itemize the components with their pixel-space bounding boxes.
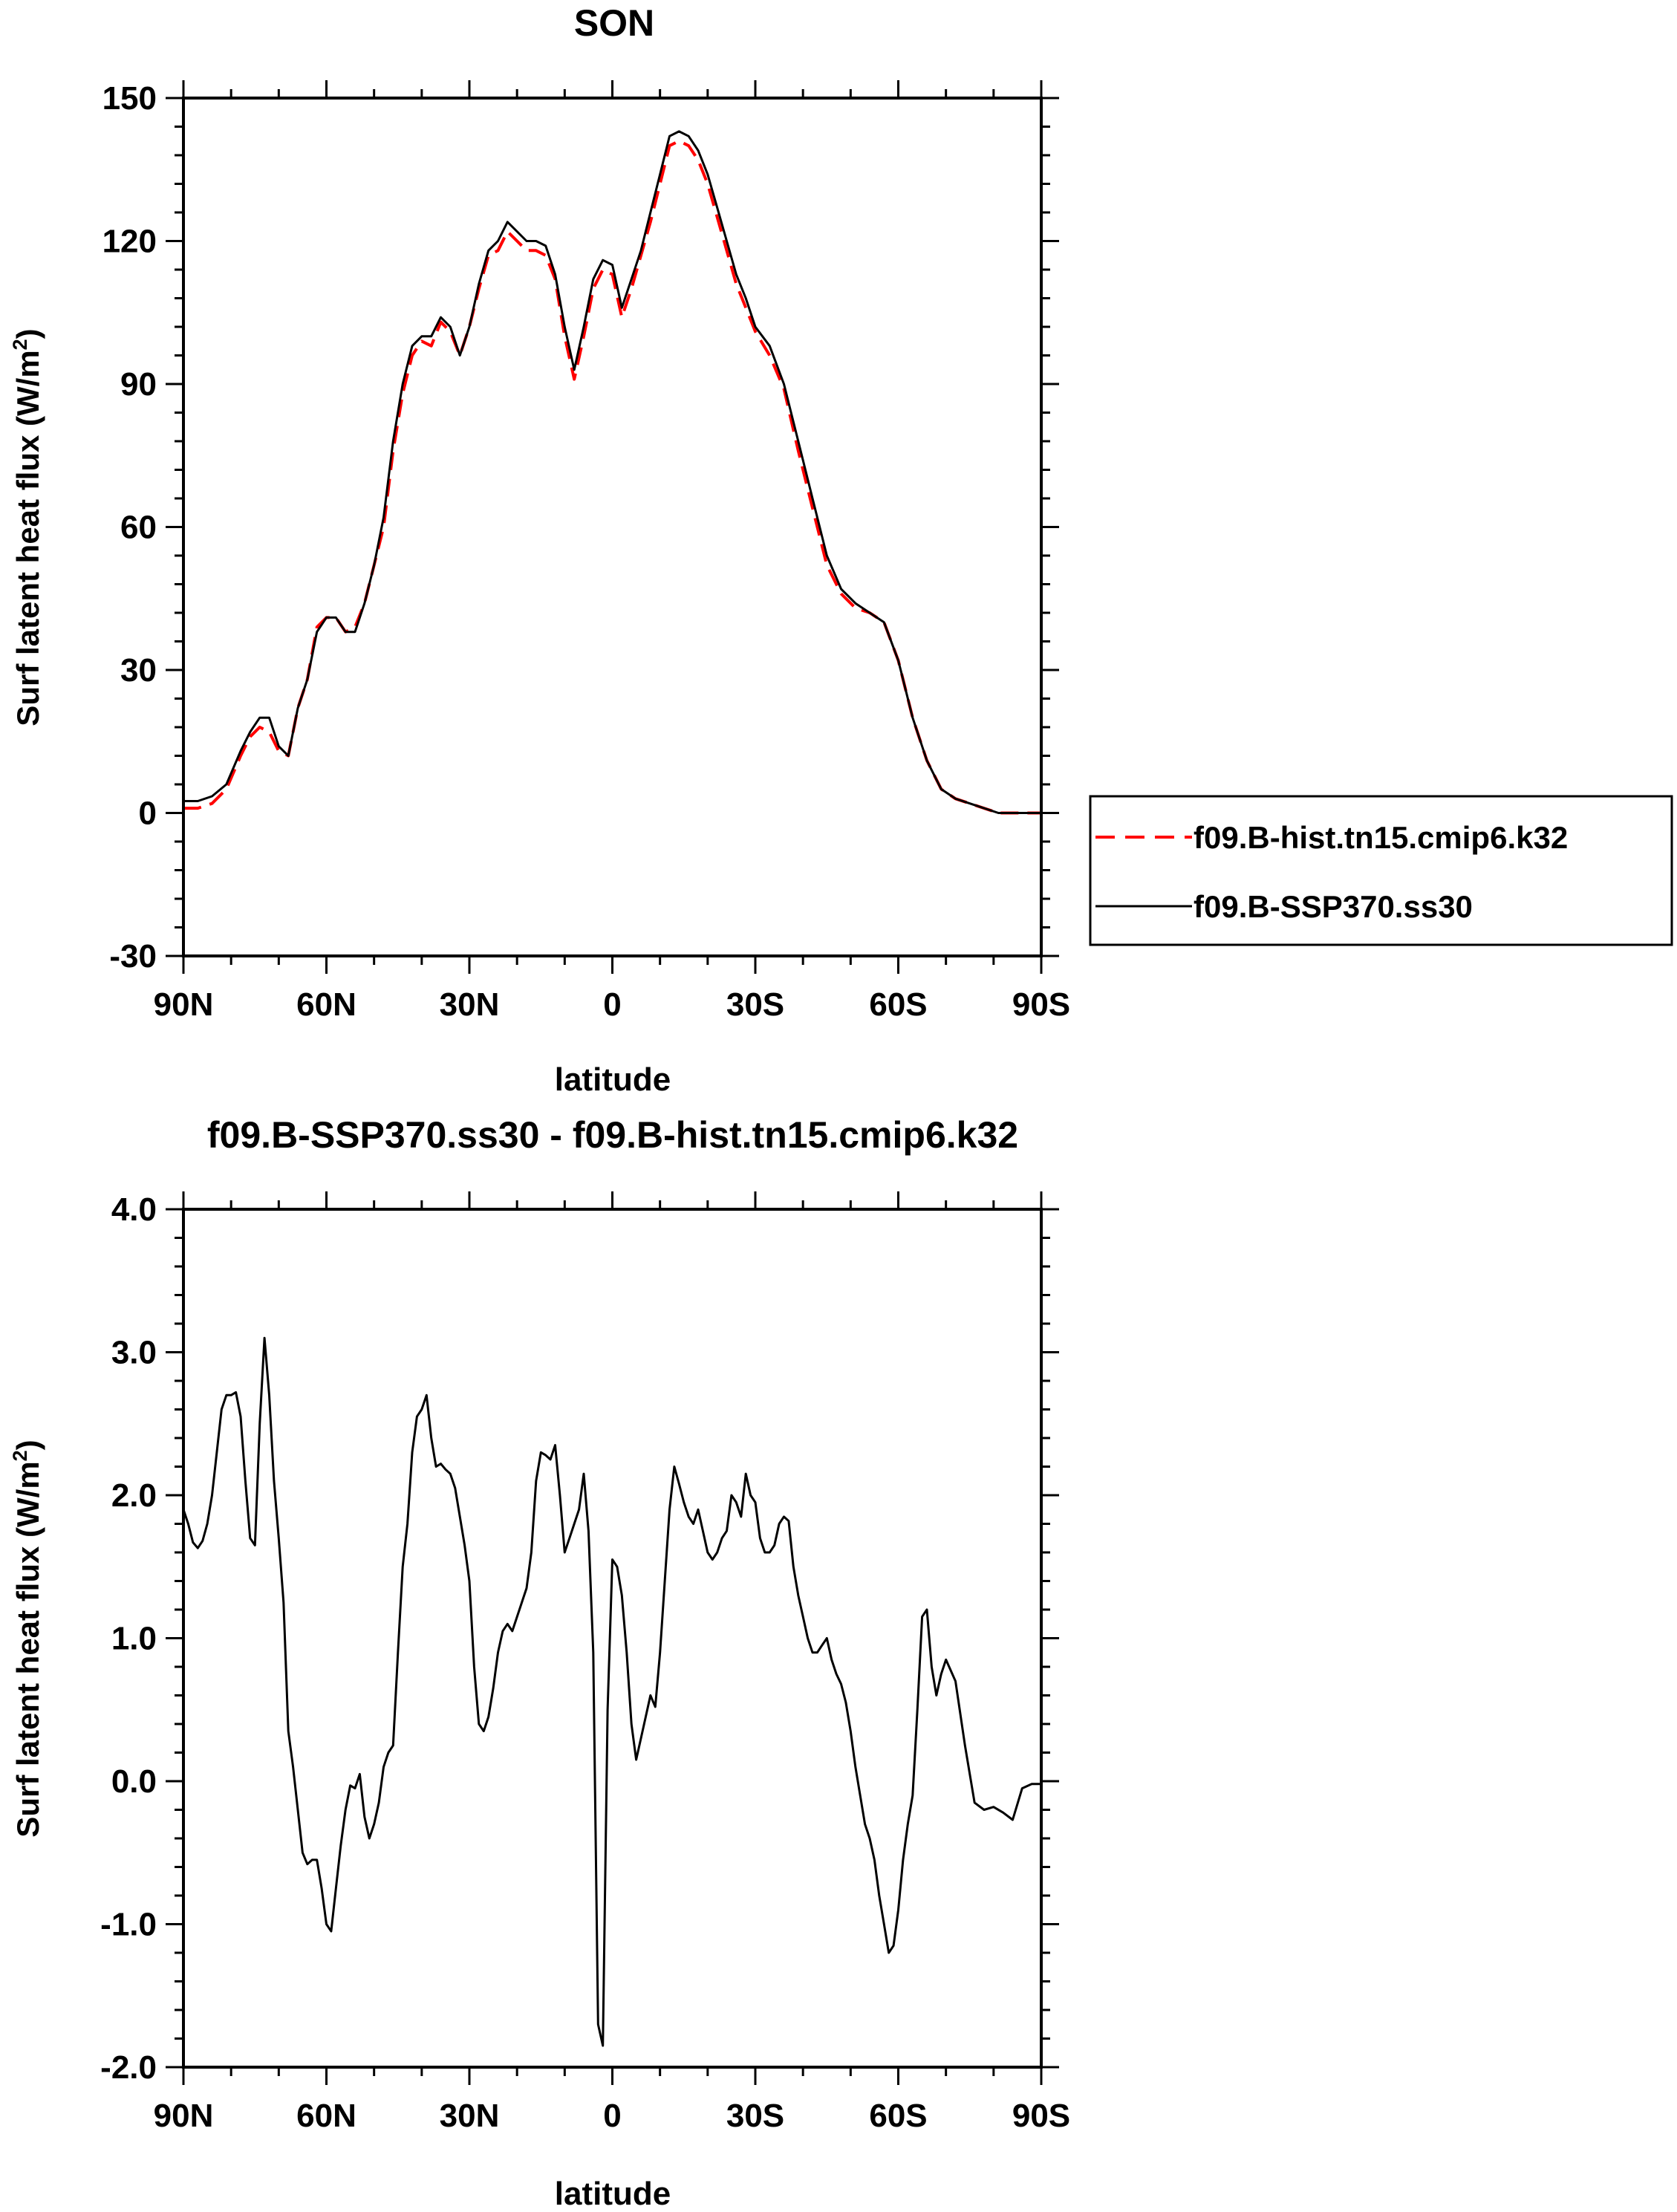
x-axis-label: latitude <box>555 1061 671 1098</box>
plot-frame <box>182 1208 1043 2069</box>
y-tick-labels: -2.0 -1.0 0.0 1.0 2.0 3.0 4.0 <box>100 1191 157 2086</box>
legend-label-hist: f09.B-hist.tn15.cmip6.k32 <box>1194 820 1568 855</box>
y-tick-label: 3.0 <box>111 1335 157 1371</box>
tick-marks <box>166 80 1059 974</box>
x-tick-label: 30S <box>726 986 784 1023</box>
x-tick-label: 60S <box>869 986 927 1023</box>
tick-marks <box>166 1191 1059 2085</box>
x-tick-labels: 90N 60N 30N 0 30S 60S 90S <box>154 986 1071 1023</box>
chart-title: f09.B-SSP370.ss30 - f09.B-hist.tn15.cmip… <box>207 1114 1018 1156</box>
series-lines <box>182 1336 1041 2047</box>
y-tick-label: 1.0 <box>111 1621 157 1657</box>
y-tick-label: 150 <box>102 80 157 117</box>
y-tick-label: -30 <box>109 938 157 975</box>
series-line-f09-b-ssp370-ss30 <box>183 130 1041 814</box>
y-tick-label: 0.0 <box>111 1763 157 1800</box>
plot-frame <box>182 97 1043 957</box>
y-tick-label: 0 <box>139 796 157 832</box>
x-tick-label: 30N <box>440 986 500 1023</box>
x-tick-label: 30N <box>440 2098 500 2134</box>
y-tick-label: -1.0 <box>100 1907 157 1943</box>
x-tick-label: 90S <box>1012 986 1070 1023</box>
x-tick-label: 0 <box>603 2098 621 2134</box>
x-tick-label: 0 <box>603 986 621 1023</box>
x-tick-label: 60N <box>296 986 356 1023</box>
legend-label-ssp370: f09.B-SSP370.ss30 <box>1194 889 1473 924</box>
y-tick-label: 4.0 <box>111 1191 157 1228</box>
x-tick-label: 60S <box>869 2098 927 2134</box>
series-lines <box>183 130 1041 815</box>
panel-top: SON 90N 60N 30N 0 30S 60S 90S -30 0 30 60 90 120 150… <box>9 2 1673 1098</box>
x-tick-labels: 90N 60N 30N 0 30S 60S 90S <box>154 2098 1071 2134</box>
x-tick-label: 60N <box>296 2098 356 2134</box>
y-tick-label: 60 <box>120 510 157 546</box>
y-tick-labels: -30 0 30 60 90 120 150 <box>102 80 157 975</box>
x-tick-label: 90S <box>1012 2098 1070 2134</box>
y-tick-label: 2.0 <box>111 1477 157 1514</box>
y-tick-label: -2.0 <box>100 2049 157 2086</box>
x-axis-label: latitude <box>555 2176 671 2212</box>
legend: f09.B-hist.tn15.cmip6.k32 f09.B-SSP370.s… <box>1089 795 1673 946</box>
y-axis-label: Surf latent heat flux (W/m2) <box>9 1440 45 1837</box>
x-tick-label: 30S <box>726 2098 784 2134</box>
y-tick-label: 30 <box>120 652 157 689</box>
chart-title: SON <box>574 2 654 44</box>
y-tick-label: 90 <box>120 366 157 403</box>
series-line-f09-b-hist-tn15-cmip6-k32 <box>183 139 1041 815</box>
panel-bottom: f09.B-SSP370.ss30 - f09.B-hist.tn15.cmip… <box>9 1114 1070 2212</box>
legend-box <box>1089 795 1673 946</box>
x-tick-label: 90N <box>154 986 214 1023</box>
x-tick-label: 90N <box>154 2098 214 2134</box>
y-axis-label: Surf latent heat flux (W/m2) <box>9 328 45 726</box>
y-tick-label: 120 <box>102 224 157 260</box>
series-line-difference <box>182 1336 1041 2047</box>
